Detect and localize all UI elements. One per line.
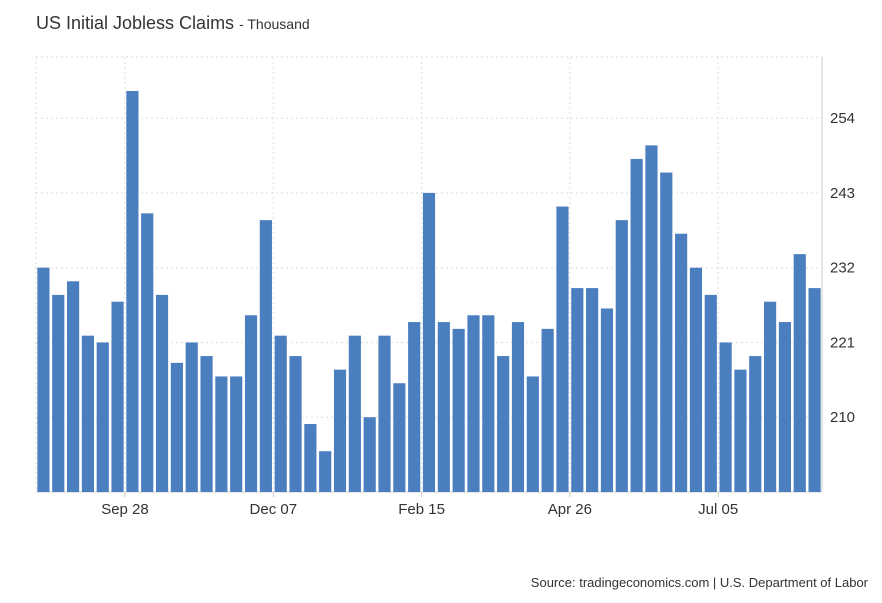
x-axis-ticks: Sep 28 Dec 07 Feb 15 Apr 26 Jul 05 (101, 492, 738, 518)
bar (81, 335, 94, 492)
bar (704, 294, 717, 492)
bar (526, 376, 539, 492)
x-tick-label: Jul 05 (698, 501, 738, 518)
bar (719, 342, 732, 492)
bar (452, 328, 465, 492)
x-tick-label: Dec 07 (250, 501, 298, 518)
bar (141, 213, 154, 492)
bar (170, 362, 183, 492)
bar (600, 308, 614, 492)
bar (467, 315, 480, 492)
bar (259, 220, 272, 492)
chart-subtitle: - Thousand (239, 16, 310, 32)
bar (348, 335, 361, 492)
chart-bars (37, 90, 821, 492)
bar (408, 322, 421, 492)
bar (675, 233, 688, 492)
bar (244, 315, 258, 492)
bar (778, 322, 792, 492)
bar (378, 335, 391, 492)
bar-chart: 210 221 232 243 254 Sep 28 Dec 07 Feb 15 Apr 26… (35, 56, 855, 518)
bar (541, 328, 554, 492)
y-tick-label: 243 (830, 185, 855, 202)
bar (689, 267, 703, 492)
bar (155, 294, 169, 492)
bar (200, 356, 213, 492)
y-tick-label: 254 (830, 110, 855, 127)
bar (215, 376, 228, 492)
bar (185, 342, 198, 492)
bar (793, 254, 806, 492)
bar (630, 158, 643, 492)
bar (437, 322, 450, 492)
bar (333, 369, 347, 492)
x-tick-label: Feb 15 (398, 501, 445, 518)
bar (660, 172, 673, 492)
bar (393, 383, 406, 492)
bar (615, 220, 628, 492)
y-tick-label: 232 (830, 260, 855, 277)
bar (808, 288, 821, 492)
bar (749, 356, 762, 492)
bar (274, 335, 287, 492)
bar (96, 342, 109, 492)
y-axis-ticks: 210 221 232 243 254 (830, 110, 855, 426)
bar (37, 267, 50, 492)
bar (304, 424, 317, 492)
bar (497, 356, 510, 492)
bar (571, 288, 584, 492)
bar (511, 322, 525, 492)
x-tick-label: Apr 26 (548, 501, 592, 518)
bar (363, 417, 376, 492)
bar (111, 301, 124, 492)
bar (126, 90, 139, 492)
y-tick-label: 210 (830, 409, 855, 426)
bar (66, 281, 80, 492)
bar (586, 288, 599, 492)
bar (422, 192, 436, 492)
x-tick-label: Sep 28 (101, 501, 149, 518)
source-credit: Source: tradingeconomics.com | U.S. Depa… (530, 575, 868, 590)
bar (734, 369, 747, 492)
chart-title-text: US Initial Jobless Claims (36, 13, 235, 33)
bar (52, 294, 65, 492)
bar (289, 356, 302, 492)
bar (230, 376, 243, 492)
bar (645, 145, 658, 492)
bar (482, 315, 495, 492)
bar (319, 451, 332, 492)
bar (556, 206, 569, 492)
bar (764, 301, 777, 492)
y-tick-label: 221 (830, 334, 855, 351)
chart-title: US Initial Jobless Claims - Thousand (36, 13, 310, 34)
